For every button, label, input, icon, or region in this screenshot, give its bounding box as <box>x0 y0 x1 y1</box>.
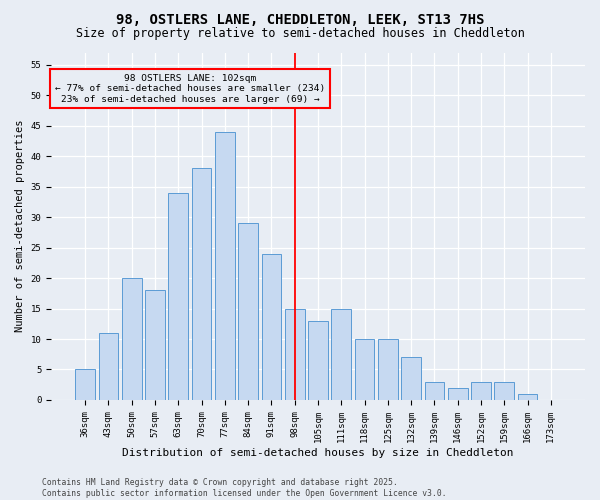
Bar <box>308 320 328 400</box>
Bar <box>262 254 281 400</box>
Bar <box>378 339 398 400</box>
Bar <box>448 388 467 400</box>
Text: Contains HM Land Registry data © Crown copyright and database right 2025.
Contai: Contains HM Land Registry data © Crown c… <box>42 478 446 498</box>
Bar <box>331 308 351 400</box>
Bar <box>401 358 421 400</box>
Text: Size of property relative to semi-detached houses in Cheddleton: Size of property relative to semi-detach… <box>76 28 524 40</box>
Bar <box>122 278 142 400</box>
Bar <box>425 382 445 400</box>
Bar <box>98 333 118 400</box>
Bar <box>169 192 188 400</box>
Bar <box>355 339 374 400</box>
X-axis label: Distribution of semi-detached houses by size in Cheddleton: Distribution of semi-detached houses by … <box>122 448 514 458</box>
Y-axis label: Number of semi-detached properties: Number of semi-detached properties <box>15 120 25 332</box>
Bar <box>192 168 211 400</box>
Text: 98, OSTLERS LANE, CHEDDLETON, LEEK, ST13 7HS: 98, OSTLERS LANE, CHEDDLETON, LEEK, ST13… <box>116 12 484 26</box>
Bar <box>518 394 538 400</box>
Bar <box>215 132 235 400</box>
Bar <box>285 308 305 400</box>
Text: 98 OSTLERS LANE: 102sqm
← 77% of semi-detached houses are smaller (234)
23% of s: 98 OSTLERS LANE: 102sqm ← 77% of semi-de… <box>55 74 325 104</box>
Bar <box>75 370 95 400</box>
Bar <box>145 290 165 400</box>
Bar <box>238 223 258 400</box>
Bar <box>494 382 514 400</box>
Bar <box>471 382 491 400</box>
